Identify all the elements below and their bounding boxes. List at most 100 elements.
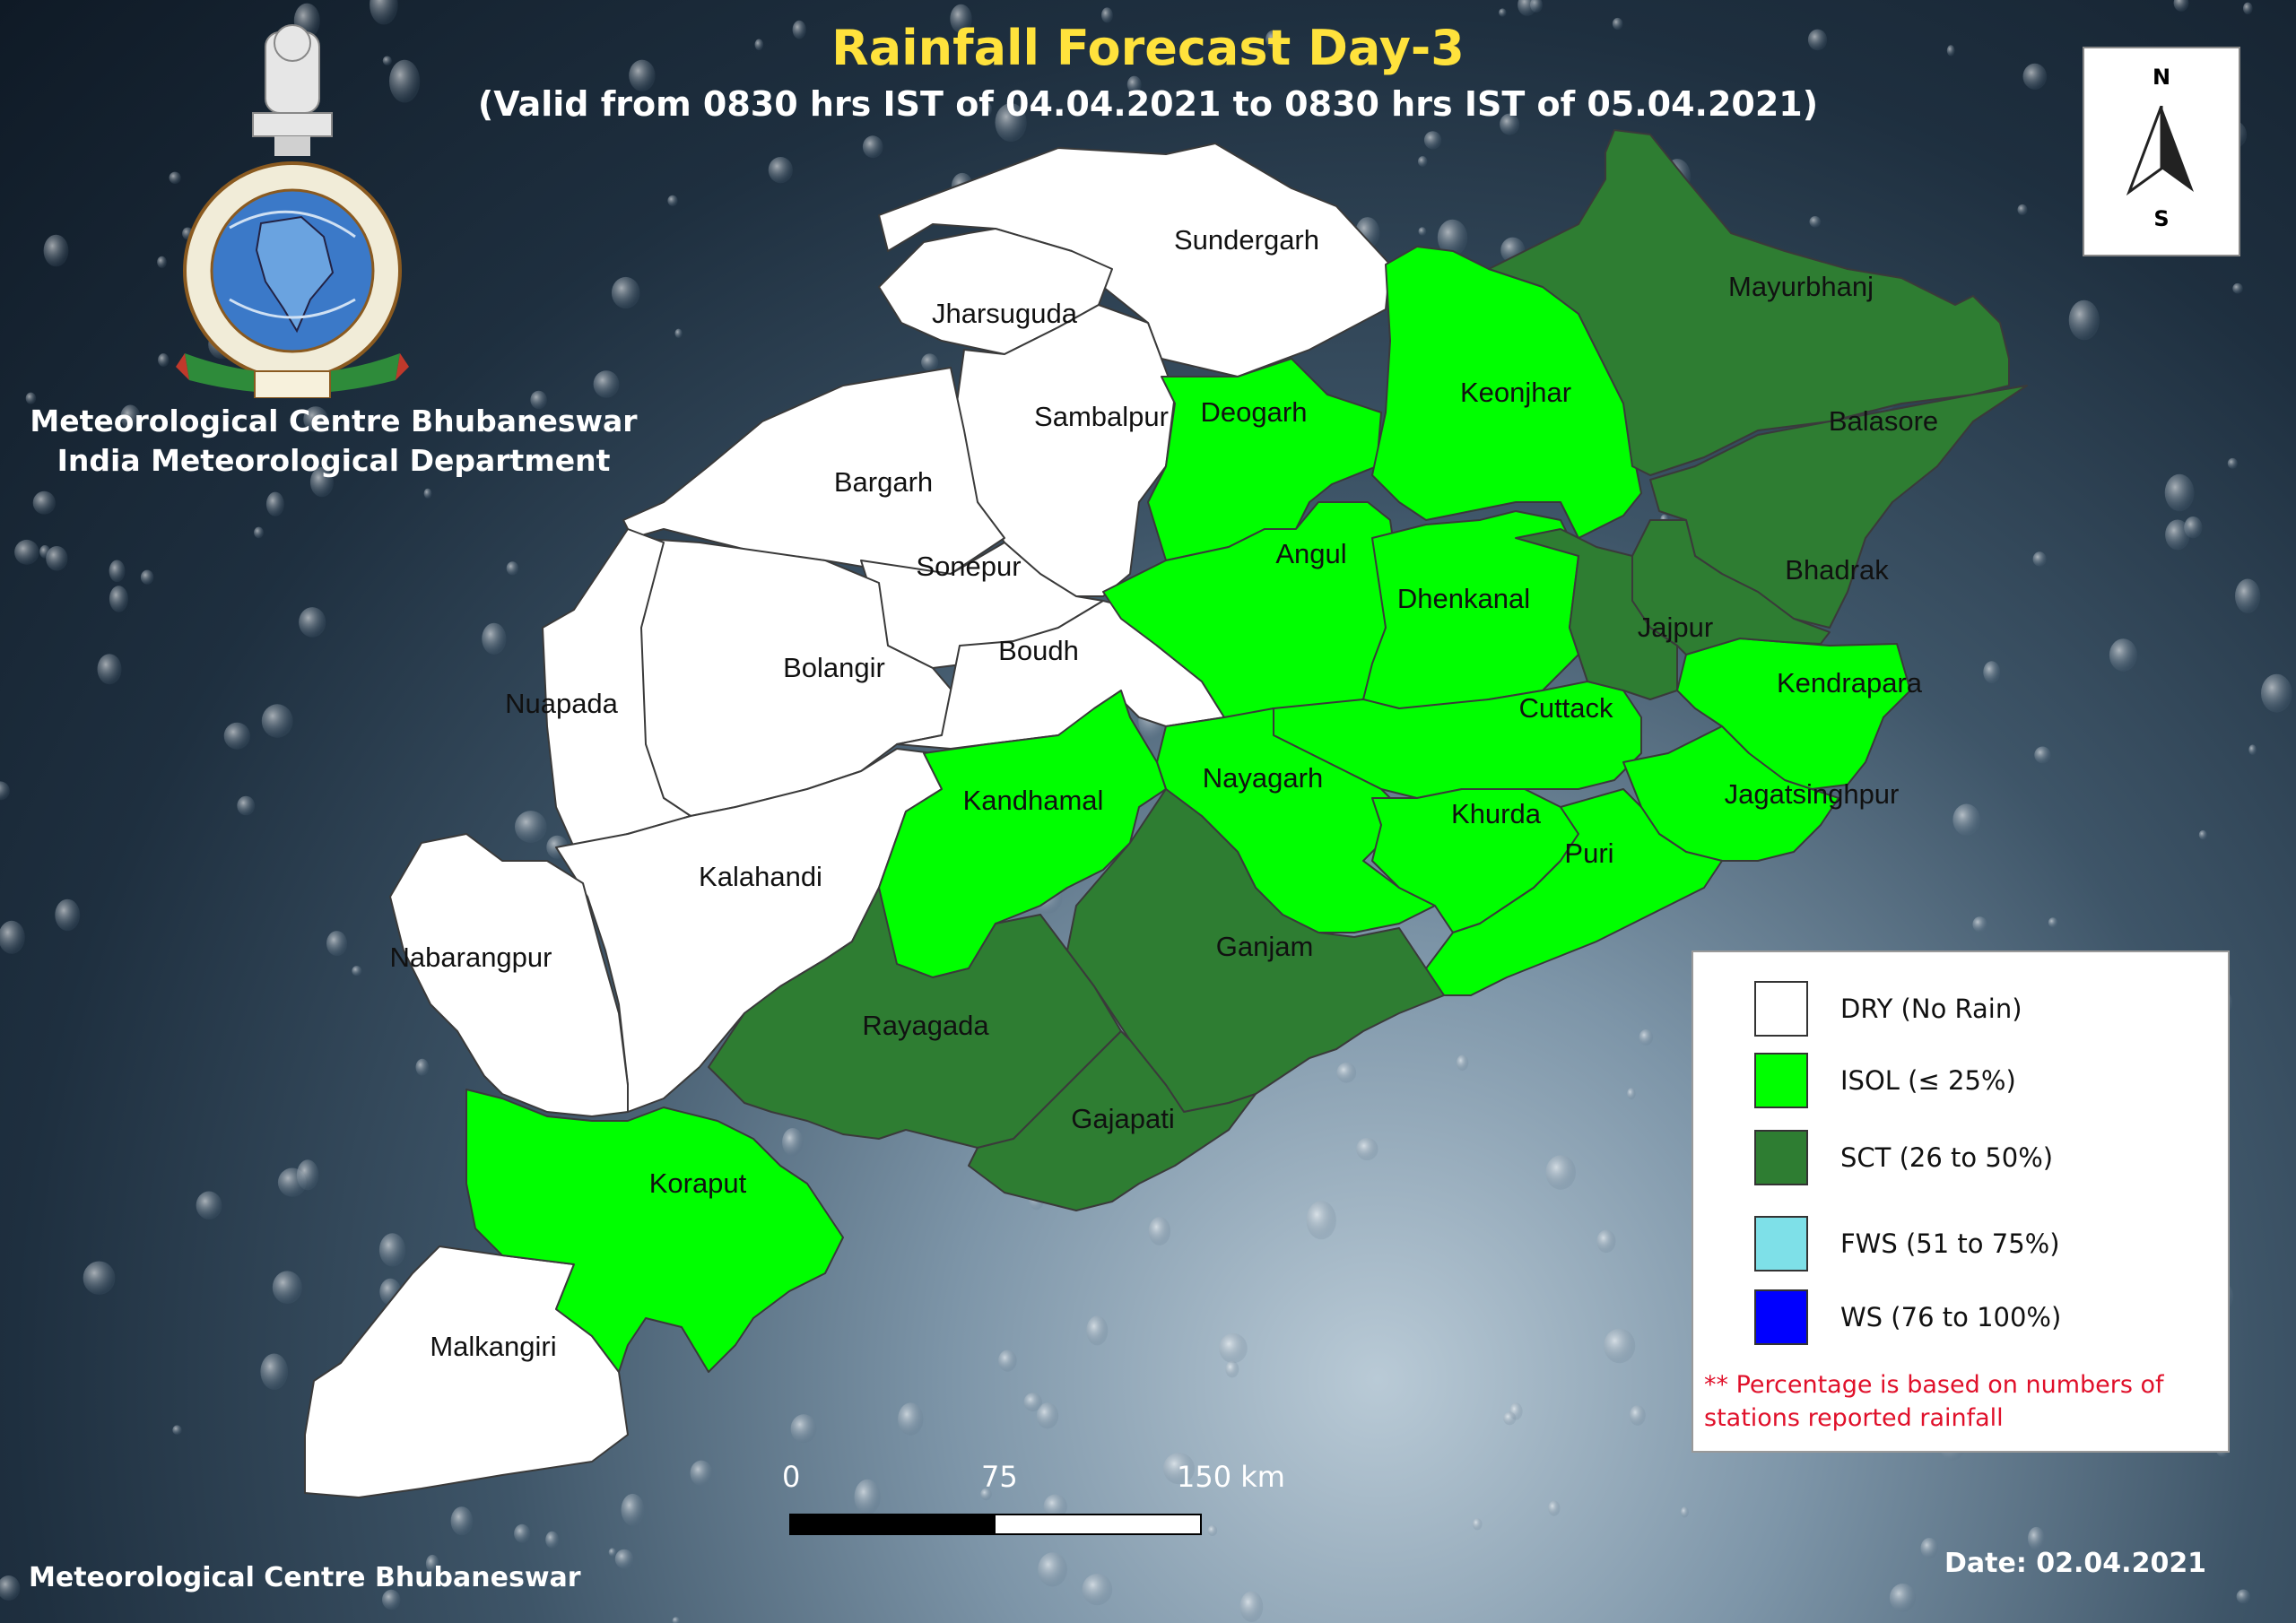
rain-drop: [1639, 1029, 1654, 1046]
rain-drop: [1629, 1405, 1646, 1426]
legend-swatch-fws: [1754, 1216, 1808, 1271]
rain-drop: [1518, 0, 1537, 16]
district-label-boudh: Boudh: [998, 635, 1079, 666]
rain-drop: [1356, 1137, 1378, 1161]
footer-date: Date: 02.04.2021: [1944, 1548, 2207, 1579]
rain-drop: [995, 103, 1027, 143]
legend-note-line1: ** Percentage is based on numbers of: [1704, 1371, 2164, 1399]
footer-org: Meteorological Centre Bhubaneswar: [29, 1562, 581, 1593]
district-label-jajpur: Jajpur: [1638, 612, 1713, 643]
district-label-khurda: Khurda: [1451, 798, 1542, 829]
rain-drop: [530, 390, 547, 410]
rain-drop: [83, 1261, 116, 1295]
legend-item-sct: SCT (26 to 50%): [1754, 1126, 2053, 1189]
rain-drop: [674, 328, 683, 338]
rain-drop: [1225, 1360, 1239, 1378]
rain-drop: [109, 560, 126, 583]
rain-drop: [1456, 1055, 1469, 1072]
district-label-balasore: Balasore: [1829, 405, 1938, 437]
rain-drop: [2022, 63, 2048, 90]
rain-drop: [1680, 1506, 1689, 1518]
rain-drop: [1499, 8, 1507, 17]
rain-drop: [2034, 746, 2051, 764]
rain-drop: [921, 353, 939, 371]
rain-drop: [450, 1506, 474, 1536]
rain-drop: [1163, 1453, 1195, 1485]
rain-drop: [482, 622, 507, 655]
rain-drop: [43, 234, 69, 267]
rain-drop: [1472, 1518, 1483, 1531]
district-label-cuttack: Cuttack: [1518, 692, 1613, 724]
district-label-rayagada: Rayagada: [862, 1010, 989, 1041]
rain-drop: [196, 1191, 222, 1219]
district-label-kandhamal: Kandhamal: [963, 785, 1104, 816]
district-nabarangpur: [389, 833, 629, 1117]
rain-drop: [1265, 30, 1282, 48]
north-arrow-icon: [2126, 106, 2194, 195]
rain-drop: [1418, 156, 1428, 167]
rain-drop: [352, 966, 362, 976]
org-name-line1: Meteorological Centre Bhubaneswar: [30, 404, 638, 438]
rain-drop: [1612, 17, 1623, 30]
rain-drop: [1036, 1402, 1059, 1429]
district-mayurbhanj: [1488, 129, 2010, 476]
legend-item-ws: WS (76 to 100%): [1754, 1286, 2061, 1349]
district-dhenkanal: [1362, 510, 1579, 709]
rain-drop: [782, 1128, 804, 1157]
legend-label: SCT (26 to 50%): [1840, 1142, 2054, 1173]
district-label-sonepur: Sonepur: [916, 551, 1021, 582]
rain-drop: [1604, 1328, 1636, 1364]
rain-drop: [1336, 1063, 1357, 1083]
imd-emblem-icon: [176, 24, 409, 399]
district-label-nabarangpur: Nabarangpur: [390, 942, 552, 973]
rain-drop: [1503, 1411, 1517, 1426]
scale-label-150: 150 km: [1177, 1460, 1285, 1494]
rain-drop: [506, 561, 519, 576]
district-label-jharsuguda: Jharsuguda: [932, 298, 1078, 329]
org-name-line2: India Meteorological Department: [57, 443, 611, 478]
legend-label: ISOL (≤ 25%): [1840, 1065, 2016, 1096]
rain-drop: [25, 392, 37, 404]
rain-drop: [898, 1402, 924, 1436]
rain-drop: [265, 491, 284, 516]
rain-drop: [1545, 1155, 1576, 1190]
rain-drop: [0, 1575, 21, 1601]
rain-drop: [790, 1414, 817, 1444]
rain-drop: [608, 1548, 616, 1557]
district-deogarh: [1147, 358, 1382, 561]
rain-drop: [2017, 204, 2028, 215]
legend-note: ** Percentage is based on numbers of sta…: [1704, 1368, 2221, 1435]
rain-drop: [254, 526, 264, 539]
rain-drop: [109, 586, 128, 612]
district-gajapati: [968, 1030, 1257, 1211]
rain-drop: [169, 171, 181, 184]
district-label-deogarh: Deogarh: [1201, 396, 1308, 428]
rain-drop: [672, 1617, 680, 1623]
rain-drop: [299, 607, 326, 638]
rain-drop: [629, 59, 656, 91]
rain-drop: [1086, 1315, 1109, 1346]
scale-label-0: 0: [782, 1460, 801, 1494]
rain-drop: [1437, 219, 1468, 256]
rain-drop: [1043, 1494, 1068, 1519]
rain-drop: [0, 920, 25, 954]
scale-bar-black-segment: [791, 1515, 996, 1533]
rain-drop: [593, 370, 620, 398]
rain-drop: [1207, 1525, 1218, 1536]
rain-drop: [2232, 282, 2243, 294]
scale-label-75: 75: [981, 1460, 1018, 1494]
district-label-koraput: Koraput: [649, 1167, 747, 1199]
legend-label: WS (76 to 100%): [1840, 1302, 2062, 1332]
rain-drop: [667, 195, 678, 206]
rain-drop: [32, 490, 56, 515]
rain-drop: [120, 404, 141, 430]
rain-drop: [2032, 551, 2047, 567]
rain-drop: [389, 59, 421, 103]
legend-note-line2: stations reported rainfall: [1704, 1404, 2004, 1432]
district-label-angul: Angul: [1275, 538, 1346, 569]
district-label-sundergarh: Sundergarh: [1174, 224, 1319, 256]
rain-drop: [2068, 299, 2100, 341]
rain-drop: [423, 488, 432, 499]
rain-drop: [1596, 1229, 1616, 1254]
